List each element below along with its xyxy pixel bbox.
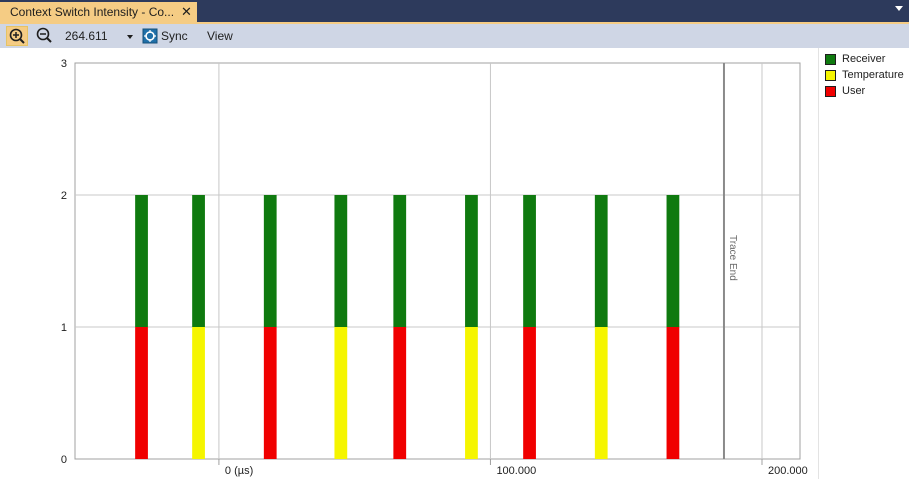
zoom-level-select[interactable]: 264.611 xyxy=(62,27,136,45)
zoom-out-button[interactable] xyxy=(34,26,56,46)
legend-swatch-temperature xyxy=(825,70,836,81)
tab-dropdown-icon[interactable] xyxy=(895,6,903,11)
bar-receiver xyxy=(594,195,608,327)
bar-user xyxy=(263,327,277,459)
legend-label: User xyxy=(842,85,866,97)
y-tick-label: 2 xyxy=(61,190,67,202)
bar-receiver xyxy=(334,195,348,327)
plot-area xyxy=(74,62,801,460)
bar-temperature xyxy=(334,327,348,459)
bar-receiver xyxy=(263,195,277,327)
close-icon[interactable]: ✕ xyxy=(181,4,192,19)
document-tab[interactable]: Context Switch Intensity - Co... ✕ xyxy=(0,2,197,23)
bar-receiver xyxy=(192,195,205,327)
legend-label: Temperature xyxy=(842,69,904,81)
bar-temperature xyxy=(594,327,608,459)
bar-temperature xyxy=(465,327,478,459)
tab-accent-line xyxy=(0,22,909,24)
sync-icon xyxy=(142,28,158,44)
bar-temperature xyxy=(192,327,205,459)
legend-label: Receiver xyxy=(842,53,886,65)
view-menu[interactable]: View xyxy=(207,29,233,43)
bar-user xyxy=(523,327,536,459)
legend-swatch-user xyxy=(825,86,836,97)
bar-receiver xyxy=(465,195,478,327)
zoom-level-value: 264.611 xyxy=(65,29,108,43)
x-tick-label: 100.000 xyxy=(496,465,536,477)
sync-button[interactable]: Sync xyxy=(141,26,197,46)
bar-receiver xyxy=(135,195,148,327)
zoom-out-icon xyxy=(36,27,52,43)
bar-user xyxy=(135,327,148,459)
chevron-down-icon xyxy=(127,35,133,39)
bar-user xyxy=(393,327,407,459)
y-tick-label: 3 xyxy=(61,58,67,70)
x-tick-label: 200.000 xyxy=(768,465,808,477)
tab-title: Context Switch Intensity - Co... xyxy=(10,5,175,19)
bar-receiver xyxy=(666,195,680,327)
document-tab-bar: Context Switch Intensity - Co... ✕ xyxy=(0,0,909,23)
y-tick-label: 1 xyxy=(61,322,67,334)
toolbar: 264.611 Sync View xyxy=(0,24,909,48)
zoom-in-icon xyxy=(9,28,25,44)
zoom-in-button[interactable] xyxy=(6,26,28,46)
x-tick-label: 0 (µs) xyxy=(225,465,253,477)
bar-receiver xyxy=(523,195,536,327)
context-switch-chart[interactable]: 0 1 2 3 0 (µs) 100.000 200.000 Trace End xyxy=(0,48,818,479)
bar-user xyxy=(666,327,680,459)
trace-end-label: Trace End xyxy=(727,235,738,281)
bar-receiver xyxy=(393,195,407,327)
sync-label: Sync xyxy=(161,29,188,43)
legend: Receiver Temperature User xyxy=(818,48,909,479)
legend-swatch-receiver xyxy=(825,54,836,65)
y-tick-label: 0 xyxy=(61,454,67,466)
